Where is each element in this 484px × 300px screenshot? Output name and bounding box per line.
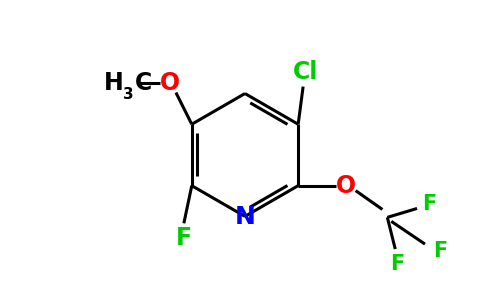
- Text: H: H: [104, 70, 123, 94]
- Text: C: C: [136, 70, 152, 94]
- Text: F: F: [176, 226, 192, 250]
- Text: F: F: [390, 254, 404, 274]
- Text: Cl: Cl: [292, 60, 318, 84]
- Text: O: O: [160, 70, 180, 94]
- Text: F: F: [433, 241, 447, 261]
- Text: 3: 3: [123, 87, 134, 102]
- Text: N: N: [235, 206, 256, 230]
- Text: O: O: [336, 174, 356, 198]
- Text: F: F: [422, 194, 436, 214]
